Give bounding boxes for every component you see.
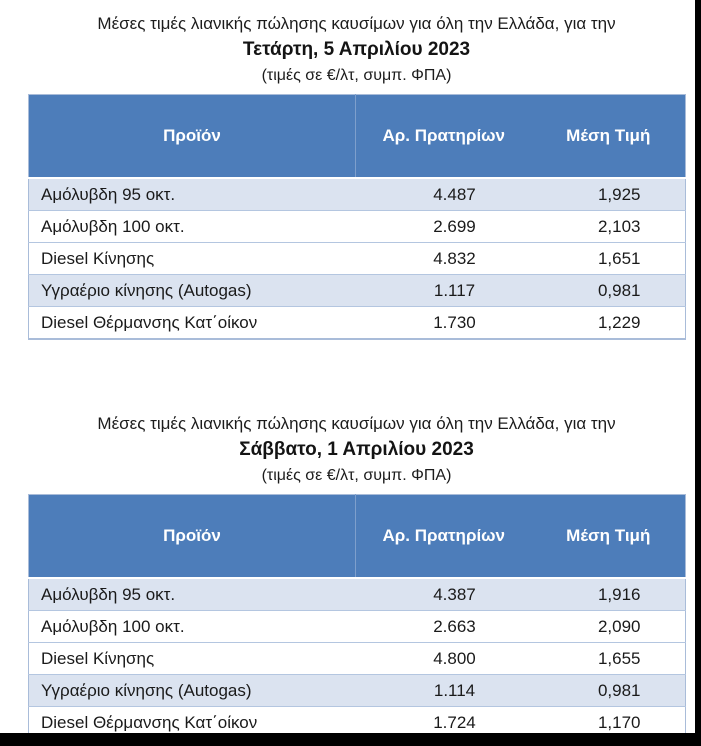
product-cell: Αμόλυβδη 100 οκτ. [28, 210, 356, 243]
table-row: Αμόλυβδη 100 οκτ. 2.663 2,090 [28, 610, 686, 643]
col-header-stations: Αρ. Πρατηρίων [355, 94, 554, 179]
stations-cell: 4.832 [355, 242, 554, 275]
price-cell: 1,229 [553, 306, 686, 339]
price-cell: 1,651 [553, 242, 686, 275]
stations-cell: 2.663 [355, 610, 554, 643]
product-cell: Υγραέριο κίνησης (Autogas) [28, 274, 356, 307]
stations-cell: 1.117 [355, 274, 554, 307]
product-cell: Αμόλυβδη 95 οκτ. [28, 578, 356, 611]
col-header-price: Μέση Τιμή [553, 94, 686, 179]
table-row: Υγραέριο κίνησης (Autogas) 1.114 0,981 [28, 674, 686, 707]
price-cell: 0,981 [553, 674, 686, 707]
table-row: Diesel Κίνησης 4.800 1,655 [28, 642, 686, 675]
price-cell: 0,981 [553, 274, 686, 307]
table-row: Diesel Θέρμανσης Κατ΄οίκον 1.730 1,229 [28, 306, 686, 339]
price-cell: 1,925 [553, 178, 686, 211]
screenshot-edge-right [695, 0, 701, 746]
table-row: Diesel Κίνησης 4.832 1,651 [28, 242, 686, 275]
product-cell: Αμόλυβδη 100 οκτ. [28, 610, 356, 643]
table-row: Υγραέριο κίνησης (Autogas) 1.117 0,981 [28, 274, 686, 307]
price-report-section-saturday: Μέσες τιμές λιανικής πώλησης καυσίμων γι… [28, 412, 686, 740]
table-row: Αμόλυβδη 95 οκτ. 4.387 1,916 [28, 578, 686, 611]
stations-cell: 4.387 [355, 578, 554, 611]
report-date: Σάββατο, 1 Απριλίου 2023 [239, 439, 474, 460]
product-cell: Diesel Κίνησης [28, 642, 356, 675]
unit-note: (τιμές σε €/λτ, συμπ. ΦΠΑ) [261, 67, 452, 84]
stations-cell: 2.699 [355, 210, 554, 243]
report-content: Μέσες τιμές λιανικής πώλησης καυσίμων γι… [28, 0, 686, 740]
price-report-section-wednesday: Μέσες τιμές λιανικής πώλησης καυσίμων γι… [28, 12, 686, 340]
price-cell: 1,916 [553, 578, 686, 611]
price-cell: 2,090 [553, 610, 686, 643]
table-row: Αμόλυβδη 95 οκτ. 4.487 1,925 [28, 178, 686, 211]
price-cell: 2,103 [553, 210, 686, 243]
report-title: Μέσες τιμές λιανικής πώλησης καυσίμων γι… [97, 14, 616, 33]
table-header-row: Προϊόν Αρ. Πρατηρίων Μέση Τιμή [28, 494, 686, 579]
product-cell: Diesel Κίνησης [28, 242, 356, 275]
report-title: Μέσες τιμές λιανικής πώλησης καυσίμων γι… [97, 414, 616, 433]
table-row: Αμόλυβδη 100 οκτ. 2.699 2,103 [28, 210, 686, 243]
screenshot-edge-bottom [0, 733, 701, 746]
col-header-price: Μέση Τιμή [553, 494, 686, 579]
unit-note: (τιμές σε €/λτ, συμπ. ΦΠΑ) [261, 467, 452, 484]
fuel-price-table-wednesday: Προϊόν Αρ. Πρατηρίων Μέση Τιμή Αμόλυβδη … [28, 94, 686, 340]
product-cell: Υγραέριο κίνησης (Autogas) [28, 674, 356, 707]
fuel-price-table-saturday: Προϊόν Αρ. Πρατηρίων Μέση Τιμή Αμόλυβδη … [28, 494, 686, 740]
stations-cell: 4.487 [355, 178, 554, 211]
col-header-product: Προϊόν [28, 94, 356, 179]
col-header-stations: Αρ. Πρατηρίων [355, 494, 554, 579]
table-header-row: Προϊόν Αρ. Πρατηρίων Μέση Τιμή [28, 94, 686, 179]
stations-cell: 1.730 [355, 306, 554, 339]
report-date: Τετάρτη, 5 Απριλίου 2023 [242, 39, 471, 60]
product-cell: Αμόλυβδη 95 οκτ. [28, 178, 356, 211]
stations-cell: 1.114 [355, 674, 554, 707]
col-header-product: Προϊόν [28, 494, 356, 579]
product-cell: Diesel Θέρμανσης Κατ΄οίκον [28, 306, 356, 339]
price-cell: 1,655 [553, 642, 686, 675]
stations-cell: 4.800 [355, 642, 554, 675]
